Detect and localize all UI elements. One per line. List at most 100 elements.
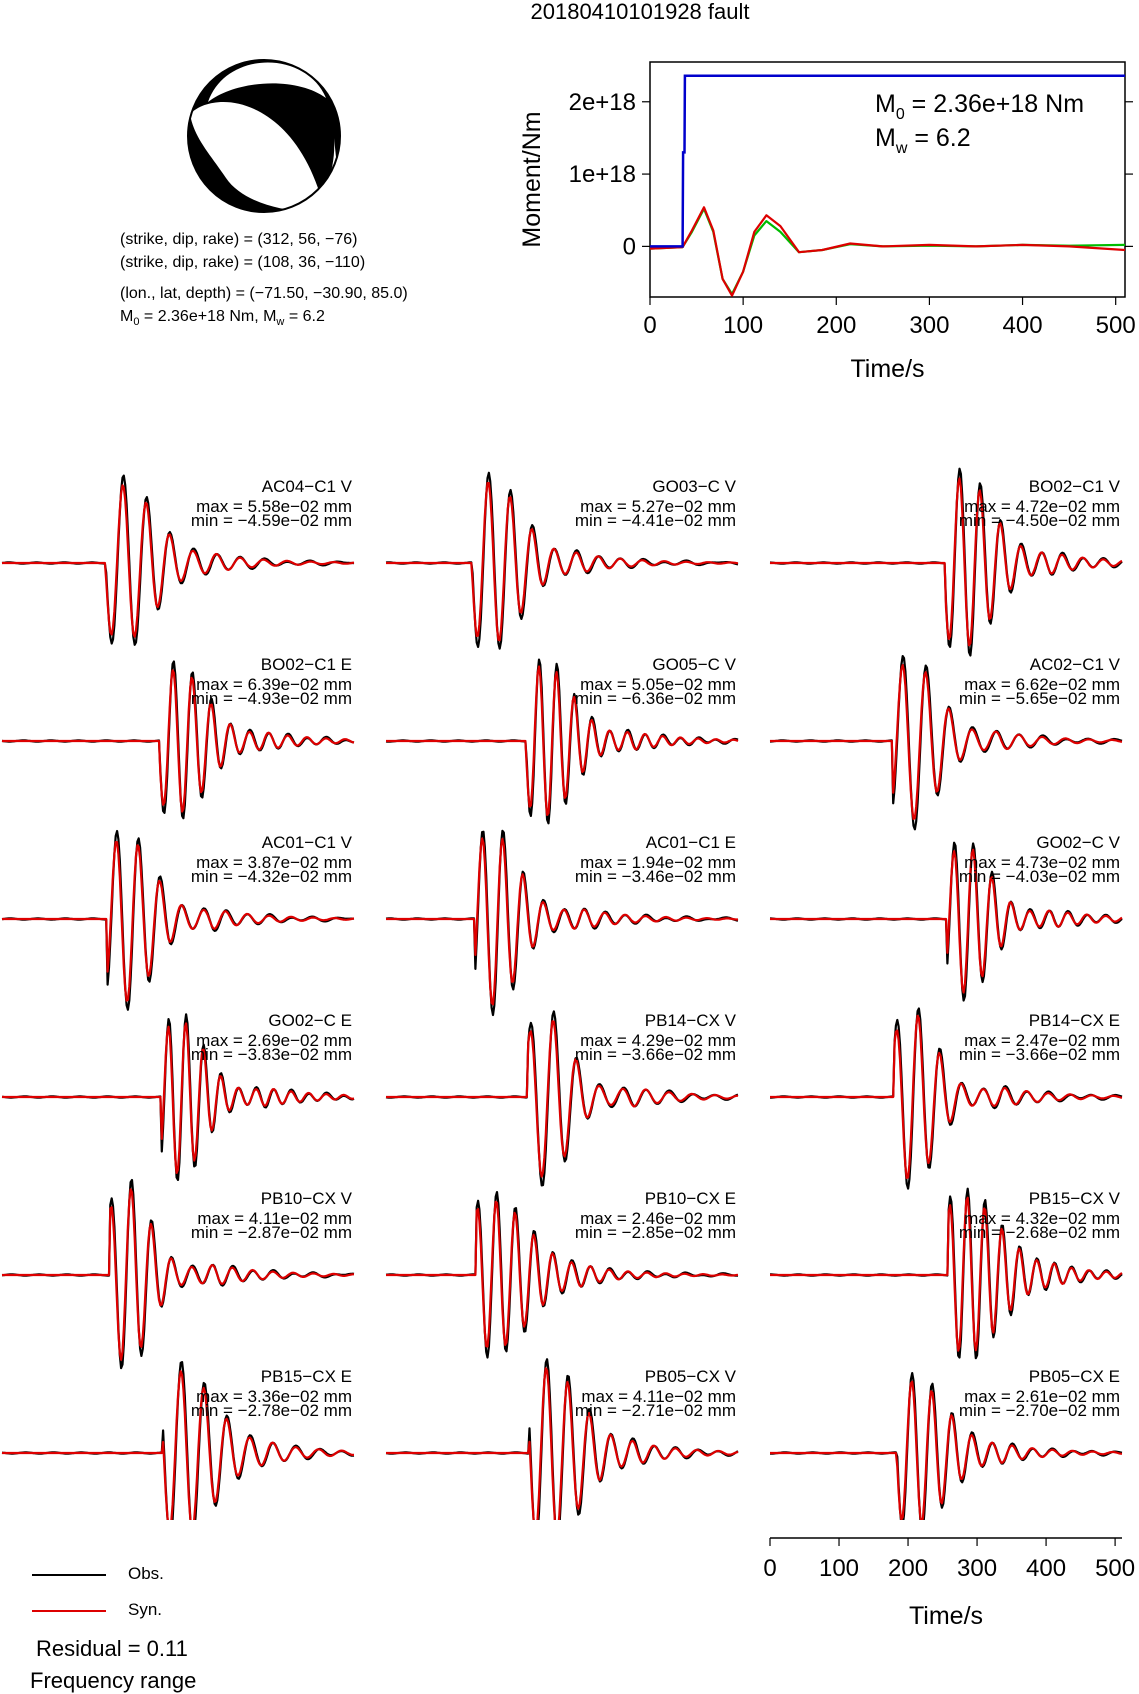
stf-moment-rate-curve-0 — [649, 207, 1126, 296]
station-min: min = −2.70e−02 mm — [959, 1401, 1120, 1420]
synthetic-waveform — [2, 1188, 354, 1361]
station-max: max = 5.58e−02 mm — [196, 497, 352, 516]
legend-syn-label: Syn. — [128, 1600, 163, 1619]
stf-cumulative-moment-line — [650, 74, 1125, 248]
synthetic-waveform — [2, 1022, 355, 1174]
station-min: min = −2.71e−02 mm — [575, 1401, 736, 1420]
station-label: PB10−CX E — [645, 1189, 736, 1208]
station-label: PB14−CX E — [1029, 1011, 1120, 1030]
synthetic-waveform — [770, 477, 1123, 647]
station-label: GO05−C V — [652, 655, 736, 674]
stf-ytick-label: 0 — [623, 233, 636, 260]
stf-xtick-label: 200 — [816, 312, 856, 339]
station-label: PB14−CX V — [645, 1011, 737, 1030]
station-min: min = −5.65e−02 mm — [959, 689, 1120, 708]
synthetic-waveform — [386, 837, 738, 1006]
waveform-xtick-label: 200 — [888, 1555, 928, 1582]
synthetic-waveform — [770, 1196, 1123, 1352]
station-max: max = 6.62e−02 mm — [964, 675, 1120, 694]
frequency-range-label: Frequency range — [30, 1668, 197, 1693]
synthetic-waveform — [386, 665, 739, 816]
station-max: max = 4.32e−02 mm — [964, 1209, 1120, 1228]
figure-title: 20180410101928 fault — [530, 0, 750, 24]
station-max: max = 2.46e−02 mm — [580, 1209, 736, 1228]
waveform-xtick-label: 300 — [957, 1555, 997, 1582]
station-min: min = −4.93e−02 mm — [191, 689, 352, 708]
station-max: max = 4.72e−02 mm — [964, 497, 1120, 516]
waveform-xtick-label: 100 — [819, 1555, 859, 1582]
station-max: max = 3.87e−02 mm — [196, 853, 352, 872]
station-min: min = −2.85e−02 mm — [575, 1223, 736, 1242]
station-min: min = −4.32e−02 mm — [191, 867, 352, 886]
station-max: max = 5.27e−02 mm — [580, 497, 736, 516]
waveform-xlabel: Time/s — [909, 1602, 983, 1630]
synthetic-waveform — [2, 841, 355, 1002]
nodal-plane-2: (strike, dip, rake) = (108, 36, −110) — [120, 254, 366, 271]
synthetic-waveform — [2, 1370, 354, 1520]
stf-annotation-m0: M0 = 2.36e+18 Nm — [875, 90, 1084, 123]
synthetic-waveform — [2, 669, 355, 813]
legend-obs: Obs. — [32, 1564, 164, 1584]
station-max: max = 3.36e−02 mm — [196, 1387, 352, 1406]
event-magnitude: M0 = 2.36e+18 Nm, Mw = 6.2 — [120, 308, 325, 329]
stf-ytick-label: 2e+18 — [569, 89, 636, 116]
station-label: AC01−C1 E — [646, 833, 736, 852]
station-min: min = −6.36e−02 mm — [575, 689, 736, 708]
station-max: max = 4.11e−02 mm — [581, 1387, 736, 1406]
legend-obs-swatch — [32, 1573, 106, 1576]
stf-xtick-label: 100 — [723, 312, 763, 339]
station-max: max = 4.11e−02 mm — [197, 1209, 352, 1228]
stf-ylabel: Moment/Nm — [518, 111, 546, 247]
synthetic-waveform — [770, 1380, 1123, 1520]
station-label: GO03−C V — [652, 477, 736, 496]
stf-ytick-label: 1e+18 — [569, 161, 636, 188]
synthetic-waveform — [770, 848, 1123, 994]
synthetic-waveform — [386, 481, 739, 642]
synthetic-waveform — [386, 1200, 739, 1348]
station-label: GO02−C E — [268, 1011, 352, 1030]
station-label: AC01−C1 V — [262, 833, 353, 852]
station-label: BO02−C1 E — [261, 655, 352, 674]
station-label: AC04−C1 V — [262, 477, 353, 496]
station-label: PB05−CX V — [645, 1367, 737, 1386]
station-max: max = 4.29e−02 mm — [580, 1031, 736, 1050]
event-location: (lon., lat, depth) = (−71.50, −30.90, 85… — [120, 285, 408, 302]
station-max: max = 2.61e−02 mm — [964, 1387, 1120, 1406]
station-min: min = −3.83e−02 mm — [191, 1045, 352, 1064]
nodal-plane-1: (strike, dip, rake) = (312, 56, −76) — [120, 231, 358, 248]
legend-obs-label: Obs. — [128, 1564, 164, 1583]
station-min: min = −4.50e−02 mm — [959, 511, 1120, 530]
waveform-xtick-label: 0 — [763, 1555, 776, 1582]
station-max: max = 2.47e−02 mm — [964, 1031, 1120, 1050]
stf-moment-rate-curve-1 — [649, 206, 1126, 297]
station-min: min = −3.66e−02 mm — [575, 1045, 736, 1064]
station-min: min = −3.46e−02 mm — [575, 867, 736, 886]
waveform-xtick-label: 400 — [1026, 1555, 1066, 1582]
station-label: GO02−C V — [1036, 833, 1120, 852]
stf-xtick-label: 300 — [909, 312, 949, 339]
source-time-function-chart: 0 100 200 300 400 500 0 1e+18 2e+18 Time/s Moment/… — [518, 61, 1136, 383]
synthetic-waveform — [386, 1367, 739, 1520]
legend-syn-swatch — [32, 1609, 106, 1612]
station-min: min = −4.03e−02 mm — [959, 867, 1120, 886]
station-label: AC02−C1 V — [1030, 655, 1121, 674]
synthetic-waveform — [2, 484, 355, 638]
waveform-time-axis: 0 100 200 300 400 500 Time/s — [763, 1537, 1135, 1630]
legend-syn: Syn. — [32, 1600, 162, 1620]
station-max: max = 6.39e−02 mm — [196, 675, 352, 694]
